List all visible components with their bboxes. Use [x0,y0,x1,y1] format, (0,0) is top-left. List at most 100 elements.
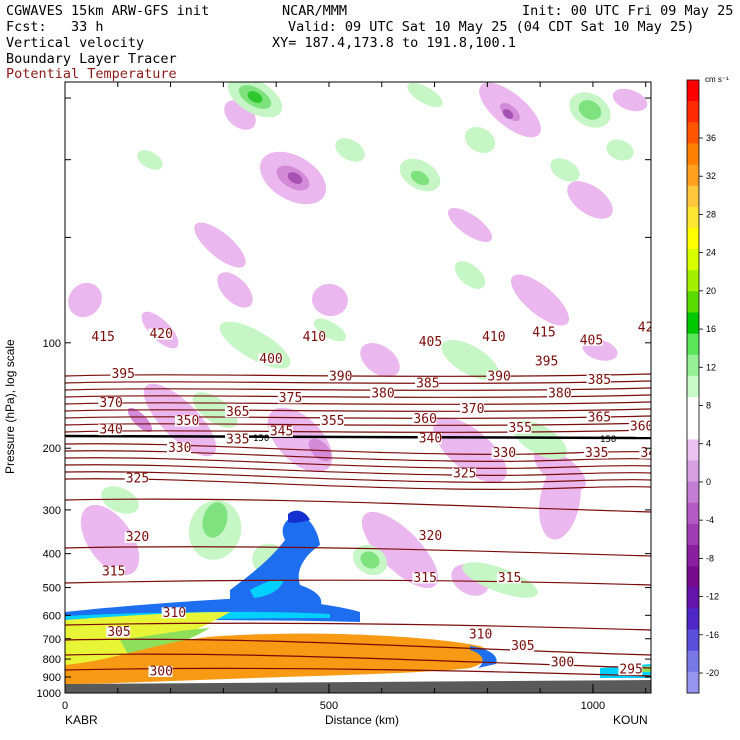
colorbar-frame [686,79,700,694]
colorbar-label: -12 [706,592,719,602]
theta-label: 415 [91,330,114,345]
theta-label: 330 [168,441,191,456]
theta-label: 345 [270,424,293,439]
y-tick-label: 200 [43,443,61,455]
updraft-core [578,100,602,120]
field-potential-temperature: Potential Temperature [6,66,177,82]
theta-label: 375 [279,391,302,406]
plot-frame [64,81,652,694]
y-tick-label: 800 [43,654,61,666]
colorbar-label: 12 [706,362,716,372]
downdraft-region [447,207,493,243]
isentrope [65,667,651,677]
theta-label: 355 [321,414,344,429]
theta-label: 335 [585,446,608,461]
theta-label: 325 [126,471,149,486]
theta-label-bg [549,657,574,669]
colorbar-swatch [687,650,699,673]
theta-label-bg [481,331,506,343]
isentrope [65,415,651,419]
theta-label: 340 [99,423,122,438]
theta-label-bg [225,406,250,418]
theta-label-bg [106,626,131,638]
theta-label-bg [110,368,135,380]
field-vertical-velocity: Vertical velocity [6,35,145,51]
theta-label: 340 [640,446,663,461]
y-tick-label: 300 [43,505,61,517]
theta-label: 420 [149,327,172,342]
theta-label-bg [547,388,572,400]
updraft-region [454,261,486,289]
isentrope [65,471,651,484]
downdraft-region [312,283,348,317]
colorbar-swatch [687,629,699,652]
y-tick-label: 100 [43,338,61,350]
theta-label-bg [327,371,352,383]
colorbar-label: -8 [706,553,714,563]
theta-label: 370 [461,402,484,417]
theta-label: 410 [303,330,326,345]
theta-label: 360 [413,412,436,427]
y-tick-label: 900 [43,672,61,684]
colorbar-label: 20 [706,286,716,296]
init-time: Init: 00 UTC Fri 09 May 25 [522,3,734,19]
isentrope [65,638,651,656]
isentrope [65,622,651,631]
theta-label-bg [491,447,516,459]
y-tick-label: 400 [43,549,61,561]
colorbar-swatch [687,566,699,588]
theta-label-bg [586,374,611,386]
theta-label: 335 [226,433,249,448]
downdraft-region [612,88,648,112]
colorbar-label: -4 [706,515,714,525]
colorbar-swatch [687,249,699,271]
theta-label-bg [415,378,440,390]
theta-label-bg [578,334,603,346]
updraft-region [441,339,499,381]
theta-label: 305 [511,639,534,654]
updraft-max [247,91,263,103]
theta-label-bg [510,640,535,652]
cross-section-endpoints: XY= 187.4,173.8 to 191.8,100.1 [272,35,516,51]
theta-label-bg [533,356,558,368]
colorbar-swatch [687,481,699,504]
theta-label-bg [148,665,173,677]
colorbar-swatch [687,333,699,356]
colorbar-swatch [687,164,699,187]
theta-label-bg [507,422,532,434]
updraft-region [137,150,163,170]
theta-label-bg [496,572,521,584]
colorbar-swatch [687,101,699,123]
colorbar-units: cm s⁻¹ [705,75,729,84]
theta-label-bg [124,472,149,484]
isentrope [65,429,651,433]
theta-label-bg [98,397,123,409]
colorbar-swatch [687,185,699,208]
colorbar-swatch [687,608,699,631]
theta-label: 370 [99,396,122,411]
theta-label: 380 [371,387,394,402]
isentrope [65,579,651,586]
colorbar-label: -20 [706,668,719,678]
downdraft-core [127,407,153,433]
theta-label-bg [161,607,186,619]
colorbar-swatch [687,502,699,525]
theta-label: 390 [329,370,352,385]
theta-label-bg [636,322,651,334]
colorbar-swatch [687,270,699,292]
colorbar-swatch [687,122,699,144]
theta-label-bg [412,572,437,584]
theta-label-bg [412,413,437,425]
tracer-plume [250,579,284,598]
theta-label: 295 [619,663,642,678]
theta-label-bg [166,442,191,454]
theta-label: 405 [580,333,603,348]
downdraft-region [433,417,507,483]
colorbar-swatch [687,143,699,166]
theta-label: 315 [413,571,436,586]
theta-label-bg [486,371,511,383]
potential-temperature-contours: 150 158 415 420 410 405 410 415 405 420 400 395 395 3… [65,321,663,679]
colorbar-label: 8 [706,401,711,411]
